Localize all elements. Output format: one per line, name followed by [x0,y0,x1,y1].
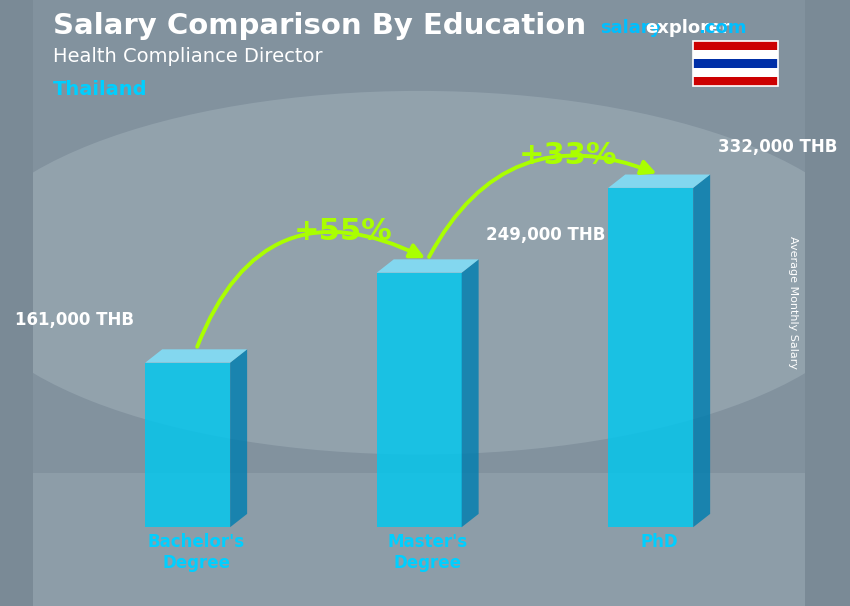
Text: 332,000 THB: 332,000 THB [718,138,837,156]
Polygon shape [693,59,778,68]
Text: Master's
Degree: Master's Degree [388,533,468,572]
Polygon shape [693,77,778,86]
Text: +33%: +33% [518,141,617,170]
Text: explorer: explorer [645,19,730,38]
Bar [33,473,805,606]
Text: +55%: +55% [294,218,393,246]
Polygon shape [693,175,710,527]
Ellipse shape [0,91,850,454]
Polygon shape [462,259,479,527]
Polygon shape [609,188,693,527]
Text: Bachelor's
Degree: Bachelor's Degree [148,533,245,572]
Text: Health Compliance Director: Health Compliance Director [53,47,322,66]
Polygon shape [609,175,710,188]
Text: Thailand: Thailand [53,80,147,99]
Text: Average Monthly Salary: Average Monthly Salary [789,236,798,370]
Polygon shape [377,273,462,527]
Text: 249,000 THB: 249,000 THB [486,226,606,244]
Polygon shape [693,68,778,77]
Text: 161,000 THB: 161,000 THB [14,311,133,329]
Text: .com: .com [699,19,747,38]
Text: salary: salary [601,19,662,38]
Polygon shape [693,50,778,59]
Polygon shape [377,259,479,273]
Polygon shape [693,41,778,50]
Text: PhD: PhD [640,533,678,551]
Text: Salary Comparison By Education: Salary Comparison By Education [53,12,586,40]
Polygon shape [145,362,230,527]
Polygon shape [230,349,247,527]
Polygon shape [145,349,247,362]
